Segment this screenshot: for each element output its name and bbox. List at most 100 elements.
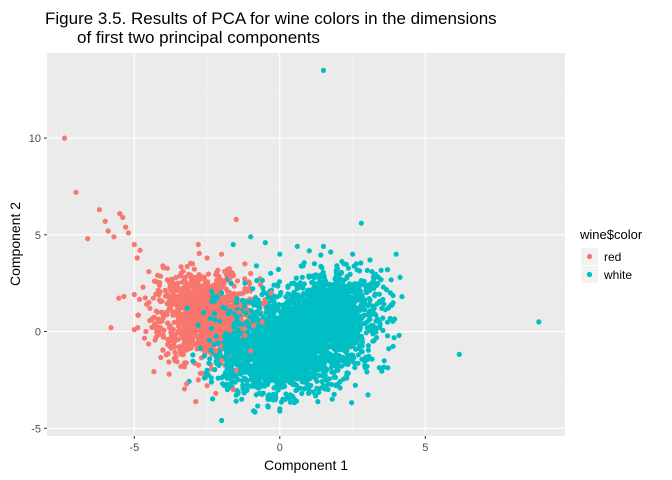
white-point [230,241,236,248]
red-point [242,332,248,338]
white-cloud-point [369,269,375,275]
white-cloud-point [287,305,294,311]
white-cloud-point [264,381,270,388]
red-point [227,274,233,280]
red-point [195,377,201,383]
red-point [123,224,129,230]
white-cloud-point [253,368,259,374]
red-point [248,270,254,277]
legend-label-white: white [603,268,632,282]
white-cloud-point [207,356,213,362]
white-cloud-point [354,318,360,324]
white-point [344,375,350,381]
red-cloud-point [174,300,180,307]
white-cloud-point [235,353,241,359]
white-cloud-point [352,364,358,371]
white-cloud-point [297,322,303,328]
legend: wine$color red white [579,227,643,283]
white-cloud-point [264,355,270,361]
white-cloud-point [244,381,250,388]
x-axis: -5 0 5 [129,436,428,454]
red-cloud-point [164,277,170,283]
white-cloud-point [214,360,220,366]
white-cloud-point [365,392,371,398]
white-point [361,278,367,284]
white-cloud-point [315,306,321,312]
red-cloud-point [190,283,196,289]
white-cloud-point [329,369,335,375]
white-cloud-point [349,400,355,406]
red-cloud-point [162,287,168,293]
red-cloud-point [182,322,188,328]
red-cloud-point [160,311,166,317]
red-cloud-point [177,346,183,353]
red-point [230,387,236,393]
red-point [134,255,140,261]
red-cloud-point [184,292,190,298]
white-cloud-point [318,290,324,296]
red-cloud-point [170,292,177,299]
white-cloud-point [268,336,274,342]
white-cloud-point [251,328,258,334]
white-cloud-point [331,374,337,380]
red-point [163,352,169,358]
white-cloud-point [303,340,309,346]
red-cloud-point [153,291,159,297]
red-point [236,309,242,315]
red-cloud-point [164,309,170,315]
white-cloud-point [274,294,280,300]
white-cloud-point [184,305,190,311]
white-cloud-point [357,268,363,274]
data-points [61,67,542,424]
white-cloud-point [378,267,384,273]
white-cloud-point [345,361,351,367]
white-point [262,332,268,338]
white-cloud-point [222,355,228,361]
white-cloud-point [291,280,297,286]
white-cloud-point [274,359,280,365]
red-cloud-point [187,331,194,338]
red-cloud-point [181,297,187,303]
white-point [251,408,257,414]
white-cloud-point [391,335,397,341]
red-point [178,363,184,369]
white-cloud-point [201,310,207,316]
white-cloud-point [291,326,298,332]
red-point [111,234,117,240]
white-cloud-point [322,365,329,372]
white-cloud-point [251,345,257,351]
white-cloud-point [319,358,326,364]
white-cloud-point [295,334,301,340]
white-cloud-point [315,301,321,307]
white-cloud-point [305,390,312,396]
red-cloud-point [165,292,171,298]
white-point [329,396,335,402]
red-point [175,280,181,286]
white-cloud-point [234,342,240,348]
white-cloud-point [274,347,280,353]
white-point [224,387,230,393]
white-point [277,251,283,257]
white-cloud-point [238,349,244,355]
red-cloud-point [236,291,242,297]
white-cloud-point [275,266,281,272]
white-cloud-point [322,279,328,285]
white-cloud-point [241,390,247,396]
white-cloud-point [338,340,344,346]
white-point [300,263,306,269]
red-cloud-point [246,279,252,285]
white-cloud-point [268,345,274,352]
red-cloud-point [155,287,161,293]
red-cloud-point [203,329,209,335]
white-point [390,317,396,323]
white-cloud-point [283,391,289,397]
red-cloud-point [187,274,194,280]
white-cloud-point [241,299,247,305]
white-cloud-point [323,377,329,383]
white-cloud-point [259,391,265,397]
white-cloud-point [287,356,293,362]
white-point [350,251,356,257]
red-cloud-point [182,276,188,283]
red-point [184,381,190,387]
white-cloud-point [333,307,339,313]
